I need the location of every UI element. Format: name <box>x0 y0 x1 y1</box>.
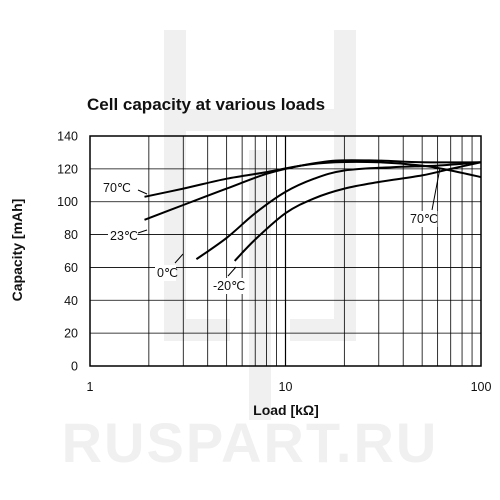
series-labels: 70℃ 23℃ 0℃ -20℃ 70℃ <box>101 167 441 294</box>
label-70c-right-bg <box>408 211 438 227</box>
x-axis-ticks: 1 10 100 <box>87 380 492 394</box>
watermark-text: RUSPART.RU <box>62 411 439 474</box>
chart-grid <box>90 135 481 367</box>
y-tick-label: 60 <box>64 261 78 275</box>
label-70c-left: 70℃ <box>103 181 131 195</box>
label-minus20c: -20℃ <box>213 279 245 293</box>
y-axis-title: Capacity [mAh] <box>9 199 25 302</box>
label-23c: 23℃ <box>110 229 138 243</box>
label-0c: 0℃ <box>157 266 178 280</box>
chart-title: Cell capacity at various loads <box>87 95 325 114</box>
x-tick-label: 100 <box>471 380 492 394</box>
plot-border <box>89 135 482 367</box>
leader-23c <box>137 229 148 234</box>
leader-70c-left <box>137 189 148 195</box>
series-line-23c <box>144 159 482 221</box>
leader-0c <box>174 253 184 264</box>
x-axis-title: Load [kΩ] <box>253 402 319 418</box>
y-tick-label: 80 <box>64 228 78 242</box>
label-0c-bg <box>155 265 176 281</box>
y-tick-label: 40 <box>64 294 78 308</box>
y-tick-label: 140 <box>57 130 78 144</box>
series-line-minus20c <box>233 161 482 262</box>
x-tick-label: 10 <box>279 380 293 394</box>
label-70c-left-bg <box>101 180 131 196</box>
y-tick-label: 0 <box>71 360 78 374</box>
y-tick-label: 100 <box>57 195 78 209</box>
plot-frame <box>89 135 482 367</box>
y-tick-label: 20 <box>64 327 78 341</box>
x-tick-label: 1 <box>87 380 94 394</box>
series-line-0c <box>195 161 482 261</box>
y-axis-ticks: 0 20 40 60 80 100 120 140 <box>57 130 78 374</box>
label-minus20c-bg <box>211 278 249 294</box>
label-70c-right: 70℃ <box>410 212 438 226</box>
y-tick-label: 120 <box>57 162 78 176</box>
series-lines <box>144 159 482 262</box>
label-23c-bg <box>108 228 138 244</box>
leader-70c-right <box>431 167 441 211</box>
leader-minus20c <box>227 266 237 277</box>
